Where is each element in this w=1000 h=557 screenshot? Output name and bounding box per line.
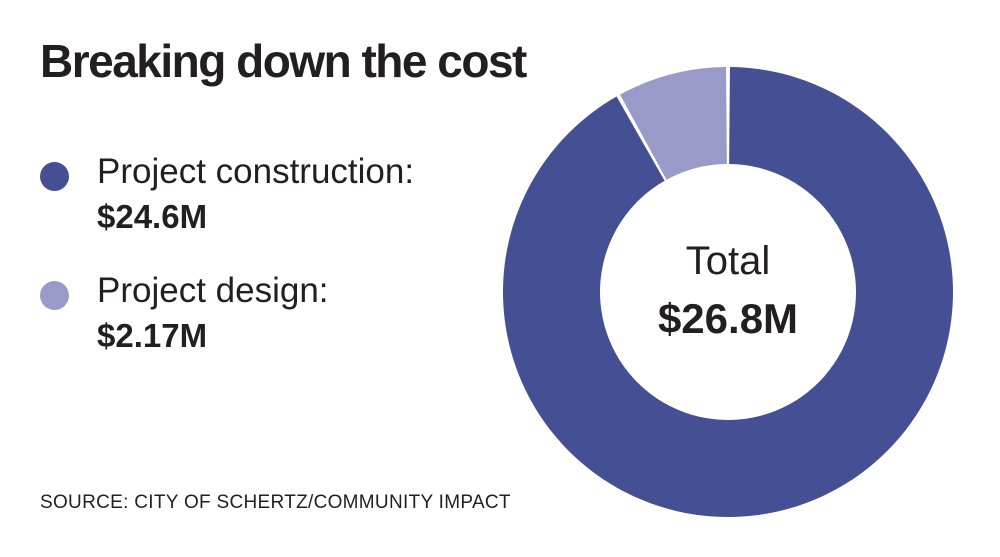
legend-label-design: Project design: (97, 271, 329, 310)
legend-swatch-design (40, 281, 69, 310)
legend-value-design: $2.17M (97, 317, 208, 354)
source-note: SOURCE: CITY OF SCHERTZ/COMMUNITY IMPACT (40, 492, 511, 513)
legend-swatch-construction (40, 162, 69, 191)
center-total-value: $26.8M (658, 295, 798, 342)
legend-label-construction: Project construction: (97, 152, 415, 191)
slice-design (620, 67, 727, 180)
donut-slices (503, 67, 954, 517)
slice-construction (503, 67, 954, 517)
legend-value-construction: $24.6M (97, 198, 208, 235)
center-total-label: Total (686, 239, 771, 283)
chart-title: Breaking down the cost (40, 35, 527, 87)
